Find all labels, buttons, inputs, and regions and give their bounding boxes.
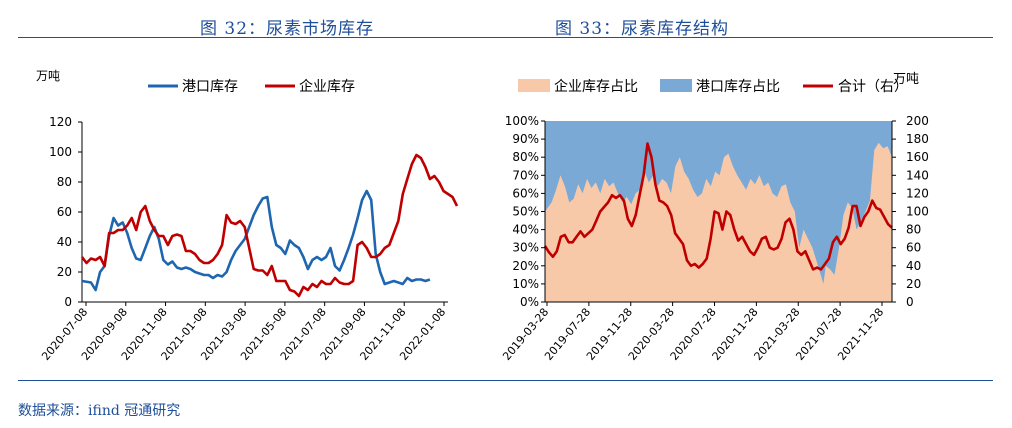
right-right-y-tick-label: 180 [906,132,929,146]
right-legend: 企业库存占比 港口库存占比 合计（右） [518,78,908,95]
right-y-axis-right: 0 20 40 60 80 100 120 140 160 180 200 [891,114,929,309]
left-y-tick-label: 100 [49,145,72,159]
right-left-y-tick-label: 70% [512,168,539,182]
left-x-axis: 2020-07-082020-09-082020-11-082021-01-08… [39,301,448,363]
enterprise-inventory-line [80,153,459,298]
right-left-y-tick-label: 60% [512,186,539,200]
legend-enterprise-share-label: 企业库存占比 [554,78,638,95]
source-note: 数据来源：ifind 冠通研究 [18,403,181,419]
port-inventory-line [81,189,431,292]
enterprise-share-area [545,142,892,302]
right-chart: 企业库存占比 港口库存占比 合计（右） 万吨 0% 10% 20% 30% 40% 50%… [500,72,929,363]
right-right-y-tick-label: 80 [906,223,921,237]
left-y-tick-label: 0 [64,295,72,309]
right-left-y-tick-label: 100% [505,114,539,128]
right-left-y-tick-label: 0% [520,295,539,309]
right-left-y-tick-label: 10% [512,277,539,291]
bottom-rule [18,380,993,381]
total-inventory-line [543,142,893,271]
right-chart-title: 图 33：尿素库存结构 [555,19,730,39]
legend-port-label: 港口库存 [182,79,238,95]
right-right-y-tick-label: 200 [906,114,929,128]
right-right-y-tick-label: 20 [906,277,921,291]
left-legend: 港口库存 企业库存 [148,78,355,95]
right-left-y-tick-label: 80% [512,150,539,164]
legend-port-share-swatch [660,79,692,92]
legend-enterprise-label: 企业库存 [299,78,355,95]
left-y-axis: 0 20 40 60 80 100 120 [49,115,83,309]
left-y-tick-label: 60 [57,205,72,219]
right-right-y-tick-label: 100 [906,205,929,219]
legend-port-share-label: 港口库存占比 [696,79,780,95]
right-plot-area [543,121,893,302]
right-y-axis-left: 0% 10% 20% 30% 40% 50% 60% 70% 80% 90% 100% [505,114,546,309]
right-right-y-tick-label: 160 [906,150,929,164]
right-right-y-tick-label: 120 [906,186,929,200]
right-left-y-tick-label: 30% [512,241,539,255]
right-left-y-tick-label: 20% [512,259,539,273]
legend-enterprise-share-swatch [518,79,550,92]
left-unit-label: 万吨 [36,69,60,83]
right-left-y-tick-label: 40% [512,223,539,237]
left-y-tick-label: 20 [57,265,72,279]
right-left-y-tick-label: 90% [512,132,539,146]
left-plot-area [80,153,459,298]
left-chart-title: 图 32：尿素市场库存 [200,19,375,39]
left-chart: 万吨 港口库存 企业库存 0 20 40 60 80 100 120 2020-07-082… [36,69,459,363]
legend-total-label: 合计（右） [838,79,908,95]
left-y-tick-label: 120 [49,115,72,129]
right-right-y-tick-label: 60 [906,241,921,255]
right-right-y-tick-label: 40 [906,259,921,273]
right-right-y-tick-label: 0 [906,295,914,309]
right-x-axis: 2019-03-282019-07-282019-11-282020-03-28… [500,301,892,363]
right-right-y-tick-label: 140 [906,168,929,182]
right-unit-label: 万吨 [893,72,919,87]
top-rule [18,37,993,38]
left-y-tick-label: 80 [57,175,72,189]
left-y-tick-label: 40 [57,235,72,249]
right-left-y-tick-label: 50% [512,205,539,219]
